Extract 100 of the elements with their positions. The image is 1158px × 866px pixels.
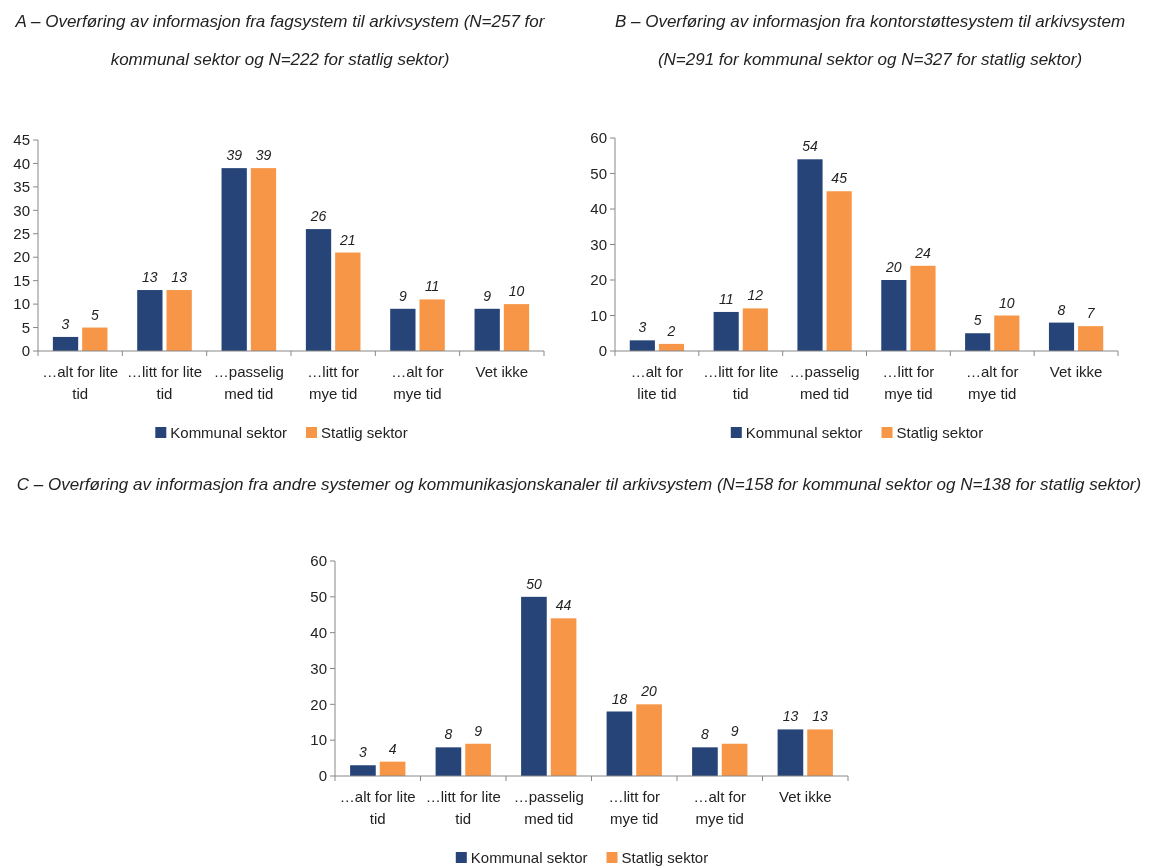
data-label: 11 bbox=[424, 278, 440, 295]
data-label: 13 bbox=[782, 708, 799, 725]
bar bbox=[503, 304, 530, 351]
bar bbox=[82, 327, 108, 351]
x-tick-label: Vet ikke bbox=[475, 363, 529, 380]
data-label: 20 bbox=[640, 683, 658, 700]
x-tick-label: …litt for mye tid bbox=[608, 788, 661, 827]
y-tick-label: 15 bbox=[13, 271, 30, 289]
data-label: 10 bbox=[999, 294, 1015, 311]
bar bbox=[390, 308, 416, 351]
x-tick-label: …litt for lite tid bbox=[126, 363, 203, 402]
legend-label: Kommunal sektor bbox=[470, 849, 588, 866]
data-label: 3 bbox=[638, 319, 647, 336]
data-label: 21 bbox=[339, 231, 356, 248]
data-label: 8 bbox=[1057, 301, 1066, 318]
bar bbox=[692, 747, 718, 776]
data-label: 3 bbox=[61, 315, 70, 332]
data-label: 2 bbox=[666, 322, 676, 339]
y-tick-label: 50 bbox=[310, 588, 327, 606]
y-tick-label: 50 bbox=[590, 164, 607, 182]
bar bbox=[713, 311, 739, 351]
x-tick-label: …alt for mye tid bbox=[965, 363, 1019, 402]
data-label: 26 bbox=[309, 208, 327, 225]
bar bbox=[435, 747, 462, 776]
data-label: 45 bbox=[831, 170, 848, 187]
y-tick-label: 30 bbox=[590, 235, 607, 253]
y-tick-label: 20 bbox=[590, 271, 607, 289]
chart-title: B – Overføring av informasjon fra kontorstøttesystem til arkivsystem (N=291 for kommunal sektor og N=327 for statlig sektor) bbox=[614, 12, 1126, 69]
y-tick-label: 0 bbox=[318, 767, 327, 785]
data-label: 8 bbox=[444, 726, 453, 743]
y-tick-label: 60 bbox=[310, 552, 327, 570]
x-tick-label: …litt for mye tid bbox=[307, 363, 360, 402]
bar bbox=[419, 299, 445, 351]
data-label: 9 bbox=[474, 722, 483, 739]
bar bbox=[797, 159, 823, 351]
legend-label: Statlig sektor bbox=[321, 424, 408, 442]
data-label: 3 bbox=[359, 744, 368, 761]
y-tick-label: 5 bbox=[21, 318, 30, 336]
data-label: 9 bbox=[730, 722, 739, 739]
data-label: 13 bbox=[142, 269, 158, 286]
legend-label: Kommunal sektor bbox=[170, 424, 288, 442]
bar bbox=[521, 596, 547, 776]
y-tick-label: 10 bbox=[590, 306, 607, 324]
data-label: 10 bbox=[508, 283, 525, 300]
y-tick-label: 40 bbox=[13, 154, 30, 172]
data-label: 9 bbox=[483, 287, 492, 304]
y-tick-label: 40 bbox=[310, 623, 327, 641]
data-label: 11 bbox=[718, 290, 734, 307]
x-tick-label: …litt for lite tid bbox=[703, 363, 779, 402]
data-label: 8 bbox=[701, 726, 710, 743]
bar bbox=[474, 308, 500, 351]
bar bbox=[305, 229, 332, 351]
data-label: 9 bbox=[398, 287, 407, 304]
bar bbox=[636, 704, 662, 776]
bar bbox=[52, 336, 79, 351]
y-tick-label: 10 bbox=[13, 295, 30, 313]
bar bbox=[881, 280, 907, 351]
bar bbox=[221, 168, 247, 351]
bar bbox=[965, 333, 991, 351]
bar bbox=[550, 618, 577, 776]
x-tick-label: …alt for lite tid bbox=[630, 363, 684, 402]
bar bbox=[1078, 326, 1104, 351]
legend-label: Statlig sektor bbox=[896, 424, 984, 442]
data-label: 39 bbox=[255, 147, 272, 164]
data-label: 5 bbox=[90, 306, 99, 323]
x-tick-label: …litt for lite tid bbox=[425, 788, 501, 827]
bar bbox=[807, 729, 833, 776]
bar bbox=[629, 340, 655, 351]
y-tick-label: 0 bbox=[21, 342, 30, 360]
x-tick-label: …alt for mye tid bbox=[693, 788, 747, 827]
data-label: 39 bbox=[226, 147, 243, 164]
data-label: 12 bbox=[747, 287, 764, 304]
x-tick-label: …alt for mye tid bbox=[391, 363, 444, 402]
x-tick-label: …passelig med tid bbox=[513, 788, 584, 827]
data-label: 4 bbox=[388, 740, 397, 757]
data-label: 44 bbox=[555, 597, 572, 614]
y-tick-label: 20 bbox=[13, 248, 30, 266]
bar bbox=[721, 743, 748, 776]
y-tick-label: 35 bbox=[13, 178, 30, 196]
bar bbox=[350, 765, 376, 776]
legend-label: Kommunal sektor bbox=[745, 424, 863, 442]
x-tick-label: Vet ikke bbox=[1049, 363, 1103, 380]
bar bbox=[465, 743, 491, 776]
x-tick-label: …passelig med tid bbox=[213, 363, 284, 402]
x-tick-label: …alt for lite tid bbox=[339, 788, 416, 827]
x-tick-label: …litt for mye tid bbox=[882, 363, 935, 402]
chart-title: C – Overføring av informasjon fra andre systemer og kommunikasjonskanaler til arkivsystem (N=158 for kommunal sektor og N=138 for statlig sektor) bbox=[16, 475, 1142, 494]
y-tick-label: 45 bbox=[13, 131, 30, 149]
bar bbox=[826, 191, 852, 351]
bar bbox=[137, 290, 163, 351]
bar bbox=[1048, 322, 1075, 351]
legend-label: Statlig sektor bbox=[621, 849, 709, 866]
y-tick-label: 10 bbox=[310, 731, 327, 749]
y-tick-label: 0 bbox=[598, 342, 607, 360]
data-label: 18 bbox=[611, 690, 628, 707]
bar bbox=[166, 290, 192, 351]
data-label: 7 bbox=[1086, 305, 1096, 322]
bar bbox=[994, 315, 1020, 351]
bar bbox=[335, 252, 361, 351]
bar bbox=[777, 729, 804, 776]
